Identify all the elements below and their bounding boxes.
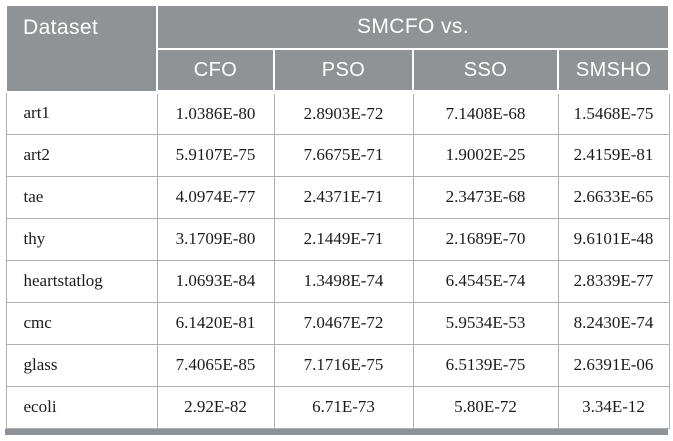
column-header-pso: PSO	[273, 48, 414, 94]
value-cell: 6.4545E-74	[412, 259, 559, 303]
table-row: tae 4.0974E-77 2.4371E-71 2.3473E-68 2.6…	[5, 175, 670, 219]
column-header-dataset: Dataset	[5, 4, 158, 93]
dataset-cell: cmc	[5, 301, 158, 345]
table-row: cmc 6.1420E-81 7.0467E-72 5.9534E-53 8.2…	[5, 301, 670, 345]
table-header: Dataset SMCFO vs. CFO PSO SSO SMSHO	[5, 4, 671, 94]
value-cell: 7.6675E-71	[273, 133, 414, 177]
value-cell: 7.4065E-85	[156, 343, 275, 387]
column-header-cfo: CFO	[156, 48, 275, 94]
value-cell: 2.6633E-65	[557, 175, 670, 219]
table-bottom-rule	[5, 428, 668, 435]
column-header-sso: SSO	[412, 48, 559, 94]
value-cell: 2.6391E-06	[557, 343, 670, 387]
table-row: thy 3.1709E-80 2.1449E-71 2.1689E-70 9.6…	[5, 217, 670, 261]
value-cell: 8.2430E-74	[557, 301, 670, 345]
table-row: heartstatlog 1.0693E-84 1.3498E-74 6.454…	[5, 259, 670, 303]
value-cell: 2.1689E-70	[412, 217, 559, 261]
value-cell: 7.1408E-68	[412, 91, 559, 135]
dataset-cell: heartstatlog	[5, 259, 158, 303]
dataset-cell: thy	[5, 217, 158, 261]
value-cell: 1.9002E-25	[412, 133, 559, 177]
column-group-header-smcfo-vs: SMCFO vs.	[155, 4, 671, 50]
value-cell: 3.34E-12	[557, 385, 670, 429]
value-cell: 3.1709E-80	[156, 217, 275, 261]
value-cell: 2.4159E-81	[557, 133, 670, 177]
dataset-cell: art2	[5, 133, 158, 177]
value-cell: 1.5468E-75	[557, 91, 670, 135]
dataset-cell: art1	[5, 91, 158, 135]
table-row: glass 7.4065E-85 7.1716E-75 6.5139E-75 2…	[5, 343, 670, 387]
value-cell: 5.80E-72	[412, 385, 559, 429]
value-cell: 2.3473E-68	[412, 175, 559, 219]
value-cell: 5.9534E-53	[412, 301, 559, 345]
table-body: art1 1.0386E-80 2.8903E-72 7.1408E-68 1.…	[5, 91, 670, 429]
value-cell: 2.92E-82	[156, 385, 275, 429]
header-row-group: Dataset SMCFO vs.	[5, 4, 671, 93]
value-cell: 1.0693E-84	[156, 259, 275, 303]
pvalue-comparison-table: Dataset SMCFO vs. CFO PSO SSO SMSHO art1…	[5, 4, 671, 429]
dataset-cell: ecoli	[5, 385, 158, 429]
dataset-cell: tae	[5, 175, 158, 219]
table-row: art2 5.9107E-75 7.6675E-71 1.9002E-25 2.…	[5, 133, 670, 177]
table-row: ecoli 2.92E-82 6.71E-73 5.80E-72 3.34E-1…	[5, 385, 670, 429]
value-cell: 1.3498E-74	[273, 259, 414, 303]
column-header-smsho: SMSHO	[556, 48, 671, 94]
value-cell: 9.6101E-48	[557, 217, 670, 261]
header-row-algorithms: CFO PSO SSO SMSHO	[6, 48, 671, 94]
value-cell: 7.0467E-72	[273, 301, 414, 345]
value-cell: 2.8339E-77	[557, 259, 670, 303]
value-cell: 6.1420E-81	[156, 301, 275, 345]
dataset-cell: glass	[5, 343, 158, 387]
value-cell: 2.8903E-72	[273, 91, 414, 135]
value-cell: 6.71E-73	[273, 385, 414, 429]
value-cell: 6.5139E-75	[412, 343, 559, 387]
value-cell: 2.1449E-71	[273, 217, 414, 261]
value-cell: 2.4371E-71	[273, 175, 414, 219]
table-row: art1 1.0386E-80 2.8903E-72 7.1408E-68 1.…	[5, 91, 670, 135]
value-cell: 1.0386E-80	[156, 91, 275, 135]
value-cell: 7.1716E-75	[273, 343, 414, 387]
value-cell: 4.0974E-77	[156, 175, 275, 219]
value-cell: 5.9107E-75	[156, 133, 275, 177]
